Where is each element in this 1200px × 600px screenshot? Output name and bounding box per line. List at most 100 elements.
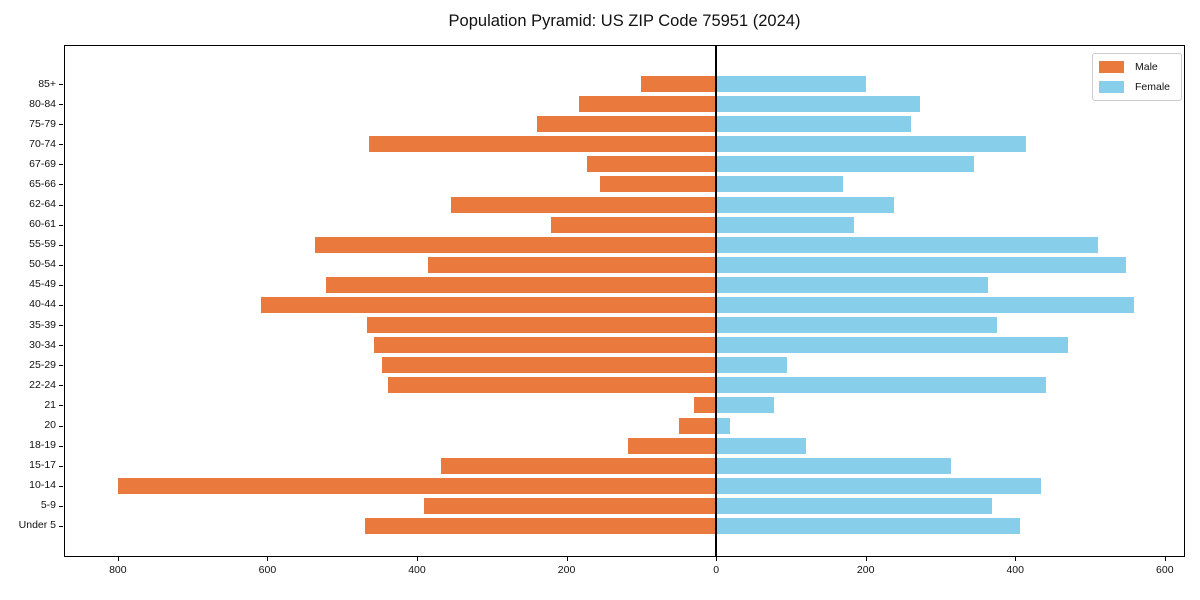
female-bar xyxy=(716,136,1026,153)
x-axis-label: 800 xyxy=(109,564,127,576)
y-axis-label: 20 xyxy=(44,419,56,432)
female-bar xyxy=(716,296,1135,313)
y-axis-label: 70-74 xyxy=(29,137,56,150)
y-tick-mark xyxy=(59,304,63,306)
y-tick-mark xyxy=(59,84,63,85)
y-axis-label: 40-44 xyxy=(29,298,56,311)
y-tick-mark xyxy=(59,184,63,186)
female-bar xyxy=(716,337,1068,354)
male-bar xyxy=(424,497,717,514)
y-tick-mark xyxy=(59,144,63,146)
y-axis-label: 21 xyxy=(44,398,56,411)
y-tick-mark xyxy=(59,244,63,246)
female-bar xyxy=(716,76,866,92)
male-bar xyxy=(326,276,717,293)
y-axis-label: 25-29 xyxy=(29,358,56,371)
female-bar xyxy=(716,276,988,293)
y-tick-mark xyxy=(59,264,63,266)
y-axis-label: 85+ xyxy=(38,77,56,90)
y-axis-label: Under 5 xyxy=(18,519,56,532)
y-tick-mark xyxy=(59,124,63,126)
y-axis-label: 30-34 xyxy=(29,338,56,351)
y-axis-label: 50-54 xyxy=(29,258,56,271)
y-axis-label: 80-84 xyxy=(29,97,56,110)
female-bar xyxy=(716,156,975,173)
male-bar xyxy=(117,477,717,494)
female-color-swatch xyxy=(1099,81,1124,93)
y-tick-mark xyxy=(59,325,63,327)
male-bar xyxy=(366,317,717,334)
x-axis-label: 400 xyxy=(1006,564,1024,576)
y-axis-label: 45-49 xyxy=(29,278,56,291)
male-bar xyxy=(373,337,717,354)
female-bar xyxy=(716,397,775,414)
female-bar xyxy=(716,216,855,233)
female-bar xyxy=(716,417,730,434)
x-tick-mark xyxy=(1164,557,1166,561)
male-bar xyxy=(369,136,717,153)
male-bar xyxy=(428,256,717,273)
male-bar xyxy=(579,96,717,113)
y-axis-label: 55-59 xyxy=(29,238,56,251)
y-axis-label: 65-66 xyxy=(29,177,56,190)
zero-line xyxy=(715,45,717,557)
y-tick-mark xyxy=(59,284,63,286)
y-tick-mark xyxy=(59,405,63,407)
x-tick-mark xyxy=(1015,557,1017,561)
y-axis-label: 75-79 xyxy=(29,117,56,130)
x-tick-mark xyxy=(566,557,568,561)
chart-title: Population Pyramid: US ZIP Code 75951 (2… xyxy=(448,12,801,30)
legend-entry-male: Male xyxy=(1093,61,1181,73)
y-tick-mark xyxy=(59,505,63,507)
female-bar xyxy=(716,377,1046,394)
male-bar xyxy=(314,236,717,253)
x-axis-label: 400 xyxy=(408,564,426,576)
female-bar xyxy=(716,236,1098,253)
female-bar xyxy=(716,497,993,514)
male-bar xyxy=(550,216,717,233)
female-bar xyxy=(716,357,788,374)
male-bar xyxy=(678,417,717,434)
y-tick-mark xyxy=(59,465,63,467)
male-bar xyxy=(387,377,717,394)
male-bar xyxy=(450,196,717,213)
legend-male-label: Male xyxy=(1135,61,1158,73)
y-tick-mark xyxy=(59,204,63,206)
y-axis-label: 18-19 xyxy=(29,439,56,452)
y-tick-mark xyxy=(59,104,63,106)
y-tick-mark xyxy=(59,425,63,427)
male-bar xyxy=(586,156,717,173)
y-axis-label: 15-17 xyxy=(29,459,56,472)
y-tick-mark xyxy=(59,365,63,367)
male-bar xyxy=(365,517,717,534)
male-bar xyxy=(381,357,717,374)
x-axis-label: 0 xyxy=(713,564,720,576)
y-tick-mark xyxy=(59,445,63,447)
y-tick-mark xyxy=(59,485,63,487)
y-axis-label: 5-9 xyxy=(40,499,56,512)
y-axis-label: 35-39 xyxy=(29,318,56,331)
male-bar xyxy=(600,176,717,193)
y-axis-label: 67-69 xyxy=(29,157,56,170)
y-tick-mark xyxy=(59,345,63,347)
x-axis-label: 600 xyxy=(1156,564,1174,576)
y-tick-mark xyxy=(59,164,63,166)
legend-entry-female: Female xyxy=(1093,81,1181,93)
female-bar xyxy=(716,477,1042,494)
x-tick-mark xyxy=(716,557,718,561)
legend-female-label: Female xyxy=(1135,81,1171,93)
legend: Male Female xyxy=(1092,53,1182,101)
y-tick-mark xyxy=(59,525,63,527)
y-axis-label: 22-24 xyxy=(29,378,56,391)
male-bar xyxy=(440,457,717,474)
female-bar xyxy=(716,317,997,334)
male-bar xyxy=(641,76,717,92)
x-tick-mark xyxy=(117,557,119,561)
x-tick-mark xyxy=(416,557,418,561)
male-bar xyxy=(694,397,717,414)
male-bar xyxy=(261,296,717,313)
x-axis-label: 200 xyxy=(856,564,875,576)
x-axis-label: 200 xyxy=(557,564,576,576)
male-color-swatch xyxy=(1099,61,1124,73)
